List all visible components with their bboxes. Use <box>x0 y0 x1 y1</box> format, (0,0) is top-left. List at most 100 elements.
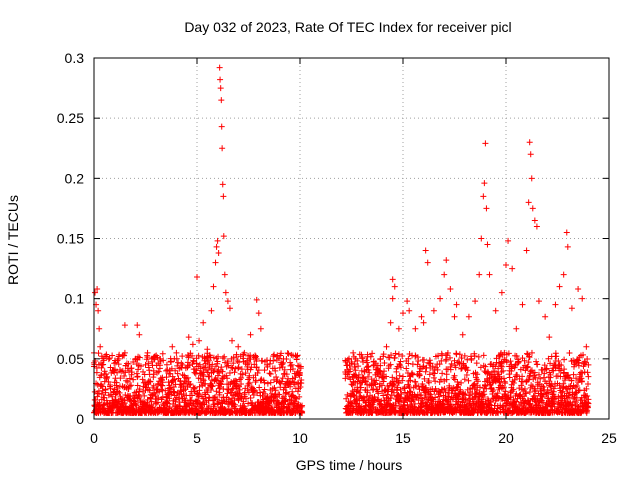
data-point <box>196 383 203 390</box>
data-point <box>487 399 494 406</box>
data-point <box>541 362 548 369</box>
data-point <box>156 362 163 369</box>
data-point <box>452 364 459 371</box>
data-point <box>481 391 488 398</box>
data-point <box>354 357 361 364</box>
data-point <box>532 374 539 381</box>
data-point <box>121 352 128 359</box>
data-point <box>217 85 224 92</box>
data-point <box>380 351 387 358</box>
data-point <box>510 379 517 386</box>
data-point <box>100 357 107 364</box>
data-point <box>105 378 112 385</box>
data-point <box>218 364 225 371</box>
data-point <box>552 301 559 308</box>
data-point <box>282 398 289 405</box>
data-point <box>94 286 101 293</box>
data-point <box>496 379 503 386</box>
data-point <box>266 401 273 408</box>
data-point <box>238 381 245 387</box>
data-point <box>481 180 488 187</box>
data-point <box>401 384 408 391</box>
data-point <box>553 353 560 360</box>
data-point <box>399 377 406 384</box>
data-point <box>163 374 170 381</box>
data-point <box>584 381 591 388</box>
y-tick-label: 0 <box>76 411 84 427</box>
x-tick-label: 25 <box>601 430 617 446</box>
data-point <box>278 378 285 385</box>
data-point <box>416 372 423 379</box>
data-point <box>396 361 403 368</box>
data-point <box>211 394 218 401</box>
data-point <box>220 233 227 240</box>
data-point <box>168 365 175 372</box>
data-point <box>559 388 566 395</box>
data-point <box>125 385 132 392</box>
data-point <box>134 322 141 329</box>
data-point <box>411 400 418 407</box>
data-point <box>447 286 454 293</box>
data-point <box>178 364 185 371</box>
data-point <box>275 355 282 362</box>
data-point <box>569 385 576 392</box>
data-point <box>475 353 482 360</box>
data-point <box>397 386 404 393</box>
data-point <box>502 380 509 387</box>
data-point <box>212 376 219 383</box>
data-point <box>422 247 429 254</box>
data-point <box>104 373 111 380</box>
data-point <box>299 402 306 409</box>
data-point <box>403 365 410 372</box>
data-point <box>568 377 575 384</box>
data-point <box>213 377 220 384</box>
data-point <box>487 406 494 413</box>
data-point <box>297 369 303 376</box>
data-point <box>292 394 299 401</box>
data-point <box>114 357 121 364</box>
data-point <box>510 386 517 393</box>
data-point <box>539 394 546 401</box>
data-point <box>418 313 425 320</box>
data-point <box>93 369 100 376</box>
data-point <box>163 361 170 368</box>
data-point <box>458 379 465 386</box>
data-point <box>395 378 402 385</box>
data-point <box>347 366 354 373</box>
data-point <box>121 373 128 380</box>
data-point <box>261 379 268 386</box>
data-point <box>134 373 141 380</box>
data-point <box>431 370 438 377</box>
data-point <box>557 367 564 374</box>
y-tick-label: 0.2 <box>65 170 85 186</box>
data-point <box>150 371 157 378</box>
data-point <box>283 371 290 378</box>
data-point <box>232 377 239 384</box>
data-point <box>526 139 533 146</box>
data-point <box>555 357 562 364</box>
y-tick-label: 0.15 <box>57 231 84 247</box>
data-point <box>557 373 564 380</box>
data-point <box>550 367 557 374</box>
data-point <box>207 354 214 361</box>
data-point <box>144 354 151 361</box>
data-point <box>107 385 114 392</box>
data-points <box>91 64 592 416</box>
data-point <box>344 356 351 363</box>
data-point <box>137 363 144 370</box>
data-point <box>348 360 355 367</box>
data-point <box>253 355 260 362</box>
data-point <box>238 375 245 382</box>
data-point <box>279 375 286 382</box>
data-point <box>209 383 216 390</box>
data-point <box>228 389 235 396</box>
data-point <box>109 352 116 359</box>
data-point <box>166 404 173 411</box>
data-point <box>460 360 467 367</box>
data-point <box>136 331 143 338</box>
data-point <box>254 370 261 377</box>
data-point <box>511 376 518 383</box>
data-point <box>173 349 180 356</box>
y-tick-label: 0.1 <box>65 291 85 307</box>
data-point <box>583 343 590 350</box>
